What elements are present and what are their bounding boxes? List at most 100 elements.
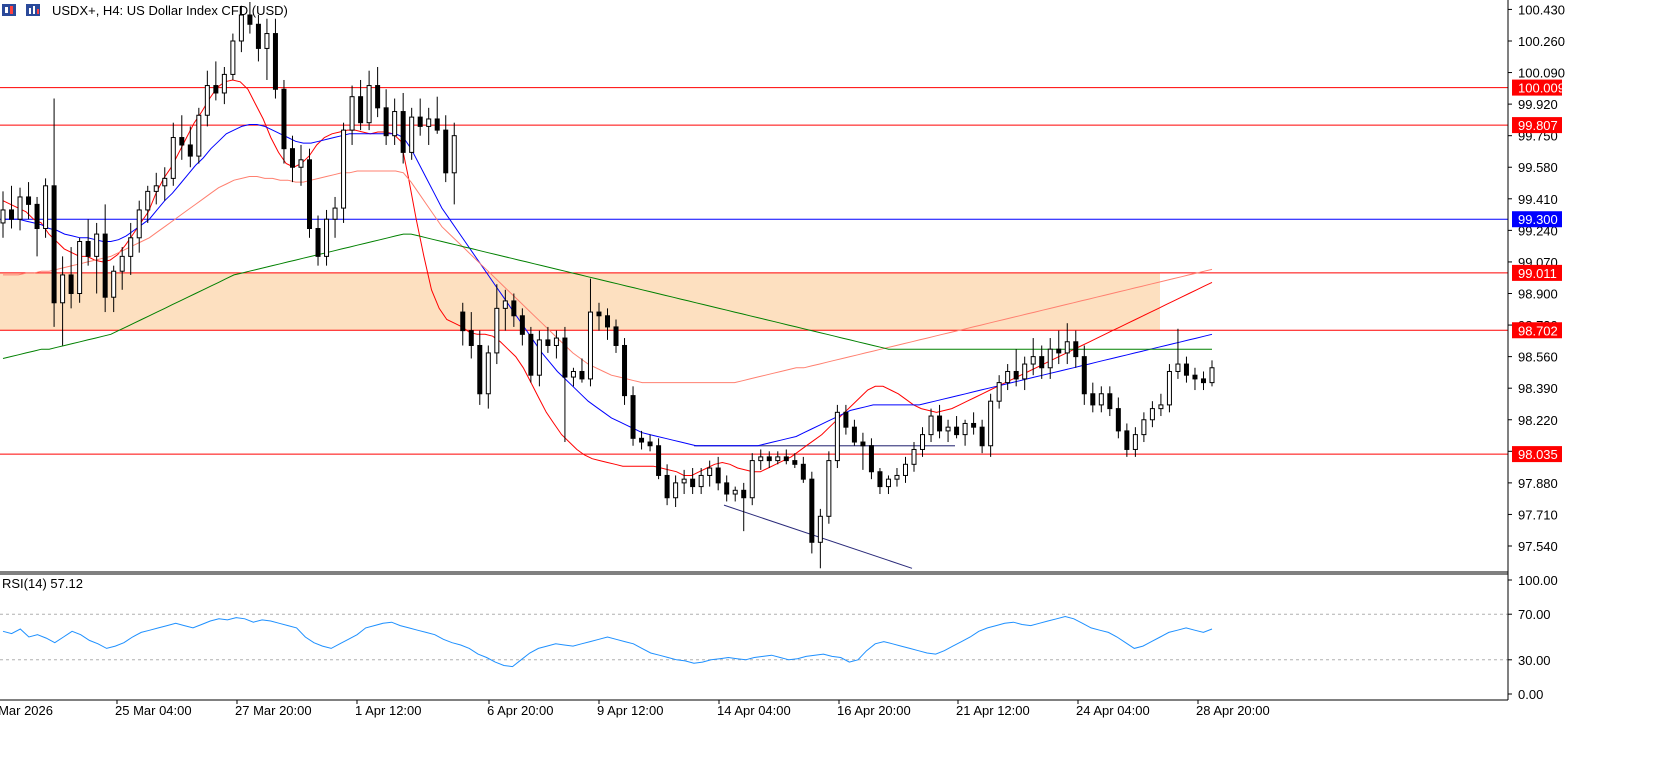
candle[interactable] xyxy=(587,278,593,387)
candle[interactable] xyxy=(332,196,338,238)
candle[interactable] xyxy=(85,219,91,266)
candle[interactable] xyxy=(221,66,227,105)
candle[interactable] xyxy=(690,468,696,495)
candle[interactable] xyxy=(749,453,755,506)
candle[interactable] xyxy=(971,412,977,435)
candle[interactable] xyxy=(996,375,1002,409)
candle[interactable] xyxy=(775,451,781,465)
candle[interactable] xyxy=(579,358,585,383)
candle[interactable] xyxy=(851,419,857,446)
candle[interactable] xyxy=(656,438,662,480)
candle[interactable] xyxy=(817,508,823,569)
candle[interactable] xyxy=(885,475,891,495)
candle[interactable] xyxy=(1183,356,1189,383)
candle[interactable] xyxy=(681,469,687,495)
candle[interactable] xyxy=(809,471,815,554)
candle[interactable] xyxy=(877,468,883,495)
candle[interactable] xyxy=(0,191,6,238)
candle[interactable] xyxy=(1107,386,1113,417)
candle[interactable] xyxy=(434,96,440,134)
candle[interactable] xyxy=(562,326,568,443)
candle[interactable] xyxy=(119,247,125,290)
candle[interactable] xyxy=(426,107,432,145)
candle[interactable] xyxy=(630,386,636,446)
candle[interactable] xyxy=(102,204,108,313)
candle[interactable] xyxy=(920,427,926,457)
candle[interactable] xyxy=(962,419,968,446)
candle[interactable] xyxy=(647,434,653,452)
candle[interactable] xyxy=(1005,364,1011,391)
candle[interactable] xyxy=(1192,367,1198,391)
candle[interactable] xyxy=(187,126,193,168)
candle[interactable] xyxy=(68,247,74,309)
candle[interactable] xyxy=(732,486,738,502)
candle[interactable] xyxy=(315,215,321,266)
candle[interactable] xyxy=(247,2,253,34)
candle[interactable] xyxy=(766,451,772,469)
candle[interactable] xyxy=(255,14,261,62)
candle[interactable] xyxy=(528,326,534,383)
candle[interactable] xyxy=(213,61,219,101)
candle[interactable] xyxy=(937,404,943,439)
candle[interactable] xyxy=(341,122,347,223)
candle[interactable] xyxy=(1132,427,1138,457)
candle[interactable] xyxy=(894,468,900,487)
candle[interactable] xyxy=(289,135,295,183)
candle[interactable] xyxy=(494,284,500,365)
candle[interactable] xyxy=(383,89,389,145)
candle[interactable] xyxy=(1166,364,1172,413)
candle[interactable] xyxy=(1175,328,1181,379)
candle[interactable] xyxy=(536,330,542,387)
candle[interactable] xyxy=(153,172,159,205)
candle[interactable] xyxy=(307,148,313,238)
candle[interactable] xyxy=(179,115,185,160)
candle[interactable] xyxy=(834,404,840,469)
candle[interactable] xyxy=(477,330,483,405)
candle[interactable] xyxy=(485,345,491,409)
candle[interactable] xyxy=(1013,349,1019,387)
candle[interactable] xyxy=(800,456,806,483)
candle[interactable] xyxy=(77,237,83,303)
candle[interactable] xyxy=(1209,360,1215,387)
candle[interactable] xyxy=(281,79,287,164)
candle[interactable] xyxy=(928,408,934,443)
candle[interactable] xyxy=(553,330,559,359)
chart-type-icon[interactable] xyxy=(2,4,16,16)
candle[interactable] xyxy=(639,430,645,450)
candle[interactable] xyxy=(51,98,57,327)
candle[interactable] xyxy=(664,464,670,506)
candle[interactable] xyxy=(673,475,679,508)
candle[interactable] xyxy=(1090,382,1096,413)
candle[interactable] xyxy=(43,178,49,238)
candle[interactable] xyxy=(988,393,994,457)
candle[interactable] xyxy=(979,419,985,454)
candle[interactable] xyxy=(349,85,355,145)
candle[interactable] xyxy=(1047,338,1053,379)
rsi-panel[interactable]: RSI(14) 57.12 xyxy=(0,576,1508,668)
candle[interactable] xyxy=(170,122,176,186)
candle[interactable] xyxy=(605,308,610,340)
candle[interactable] xyxy=(460,302,466,346)
candle[interactable] xyxy=(843,404,849,435)
candle[interactable] xyxy=(707,460,713,487)
candle[interactable] xyxy=(1124,423,1130,457)
candle[interactable] xyxy=(230,33,236,80)
candle[interactable] xyxy=(1064,323,1070,365)
candle[interactable] xyxy=(511,293,517,327)
candle[interactable] xyxy=(272,18,278,99)
candle[interactable] xyxy=(9,185,15,229)
candle[interactable] xyxy=(128,222,134,275)
price-panel[interactable] xyxy=(0,2,1508,569)
candle[interactable] xyxy=(417,98,423,136)
candle[interactable] xyxy=(826,451,832,524)
candle[interactable] xyxy=(1115,397,1121,439)
candle[interactable] xyxy=(111,265,117,313)
candle[interactable] xyxy=(1081,345,1087,405)
candle[interactable] xyxy=(1141,412,1147,443)
candle[interactable] xyxy=(545,326,551,353)
candle[interactable] xyxy=(715,456,721,491)
candle[interactable] xyxy=(136,200,142,253)
candle[interactable] xyxy=(860,432,866,470)
candle[interactable] xyxy=(324,209,330,266)
candle[interactable] xyxy=(792,453,798,469)
